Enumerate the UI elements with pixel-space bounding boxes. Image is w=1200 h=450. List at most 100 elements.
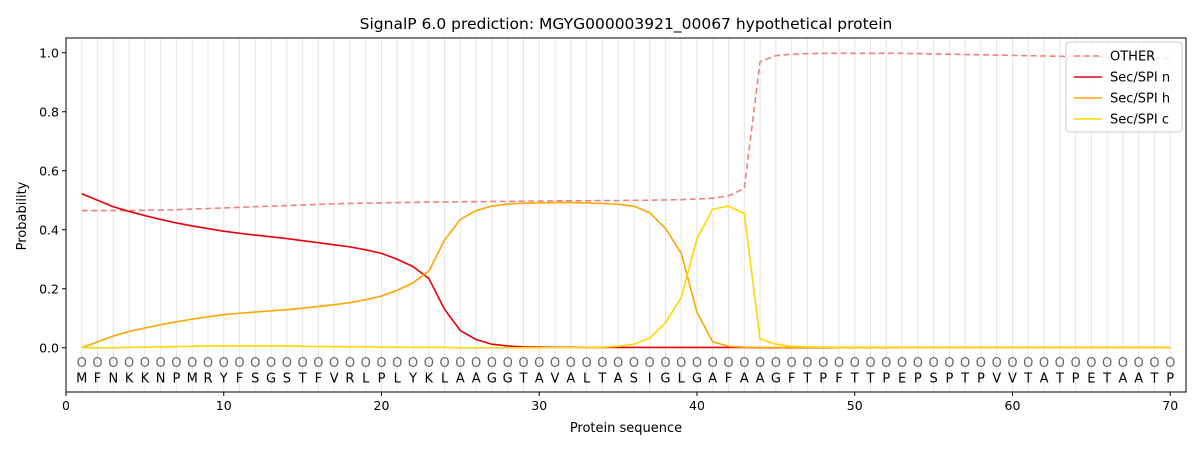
position-marker: O	[392, 356, 402, 371]
residue-label: P	[173, 371, 181, 386]
position-marker: O	[976, 356, 986, 371]
residue-label: P	[1072, 371, 1080, 386]
position-marker: O	[566, 356, 576, 371]
residue-label: A	[535, 371, 544, 386]
residue-label: A	[614, 371, 623, 386]
position-marker: O	[865, 356, 875, 371]
residue-label: T	[850, 371, 859, 386]
residue-label: T	[1055, 371, 1064, 386]
position-marker: O	[676, 356, 686, 371]
position-marker: O	[802, 356, 812, 371]
residue-label: F	[835, 371, 842, 386]
residue-label: N	[108, 371, 118, 386]
x-tick-label: 20	[374, 398, 390, 413]
residue-label: A	[472, 371, 481, 386]
residue-label: S	[630, 371, 638, 386]
position-marker: O	[1070, 356, 1080, 371]
residue-label: R	[345, 371, 354, 386]
residue-label: I	[648, 371, 652, 386]
residue-label: F	[236, 371, 243, 386]
position-marker: O	[1102, 356, 1112, 371]
position-marker: O	[408, 356, 418, 371]
y-tick-label: 0.0	[39, 340, 59, 355]
residue-label: A	[456, 371, 465, 386]
position-marker: O	[124, 356, 134, 371]
residue-label: V	[1008, 371, 1017, 386]
position-marker: O	[1086, 356, 1096, 371]
position-marker: O	[219, 356, 229, 371]
position-marker: O	[960, 356, 970, 371]
residue-label: G	[503, 371, 513, 386]
residue-label: T	[597, 371, 606, 386]
residue-label: A	[566, 371, 575, 386]
position-marker: O	[660, 356, 670, 371]
plot-background	[66, 38, 1186, 392]
y-tick-label: 0.2	[39, 281, 59, 296]
residue-label: P	[977, 371, 985, 386]
position-marker: O	[361, 356, 371, 371]
position-marker: O	[329, 356, 339, 371]
legend: OTHER Sec/SPI n Sec/SPI h Sec/SPI c	[1065, 41, 1183, 133]
x-tick-label: 0	[62, 398, 70, 413]
position-marker: O	[92, 356, 102, 371]
y-tick-label: 0.4	[39, 222, 59, 237]
residue-label: G	[692, 371, 702, 386]
position-marker: O	[645, 356, 655, 371]
position-marker: O	[850, 356, 860, 371]
position-marker: O	[1023, 356, 1033, 371]
position-marker: O	[282, 356, 292, 371]
position-marker: O	[313, 356, 323, 371]
x-tick-label: 30	[531, 398, 547, 413]
residue-label: M	[76, 371, 87, 386]
residue-label: P	[378, 371, 386, 386]
position-marker: O	[881, 356, 891, 371]
legend-entry: Sec/SPI n	[1110, 71, 1170, 86]
residue-label: F	[94, 371, 101, 386]
position-marker: O	[944, 356, 954, 371]
position-marker: O	[629, 356, 639, 371]
residue-label: Y	[408, 371, 417, 386]
position-marker: O	[187, 356, 197, 371]
x-axis-label: Protein sequence	[570, 421, 682, 436]
position-marker: O	[345, 356, 355, 371]
position-marker: O	[771, 356, 781, 371]
residue-label: E	[1087, 371, 1095, 386]
y-tick-label: 1.0	[39, 45, 59, 60]
residue-label: G	[266, 371, 276, 386]
residue-label: V	[551, 371, 560, 386]
position-marker: O	[723, 356, 733, 371]
residue-label: F	[725, 371, 732, 386]
y-tick-label: 0.8	[39, 104, 59, 119]
position-marker: O	[739, 356, 749, 371]
position-marker: O	[1149, 356, 1159, 371]
residue-label: K	[425, 371, 434, 386]
residue-label: T	[298, 371, 307, 386]
residue-label: E	[898, 371, 906, 386]
position-marker: O	[471, 356, 481, 371]
legend-entry: Sec/SPI h	[1110, 92, 1170, 107]
residue-label: A	[756, 371, 765, 386]
residue-label: T	[1023, 371, 1032, 386]
plot-area: OMOFONOKOKONOPOMOROYOFOSOGOSOTOFOVOROLOP…	[39, 37, 1187, 413]
residue-label: K	[141, 371, 150, 386]
position-marker: O	[156, 356, 166, 371]
position-marker: O	[1039, 356, 1049, 371]
residue-label: A	[740, 371, 749, 386]
residue-label: L	[394, 371, 402, 386]
position-marker: O	[266, 356, 276, 371]
residue-label: A	[1134, 371, 1143, 386]
position-marker: O	[755, 356, 765, 371]
residue-label: G	[487, 371, 497, 386]
residue-label: L	[362, 371, 370, 386]
x-tick-label: 50	[847, 398, 863, 413]
residue-label: F	[788, 371, 795, 386]
position-marker: O	[1134, 356, 1144, 371]
position-marker: O	[897, 356, 907, 371]
position-marker: O	[818, 356, 828, 371]
series-line-other	[81, 52, 1171, 212]
residue-label: S	[283, 371, 291, 386]
position-marker: O	[77, 356, 87, 371]
x-tick-label: 60	[1005, 398, 1021, 413]
residue-label: T	[960, 371, 969, 386]
series-line-sec-spi-c	[81, 205, 1171, 349]
